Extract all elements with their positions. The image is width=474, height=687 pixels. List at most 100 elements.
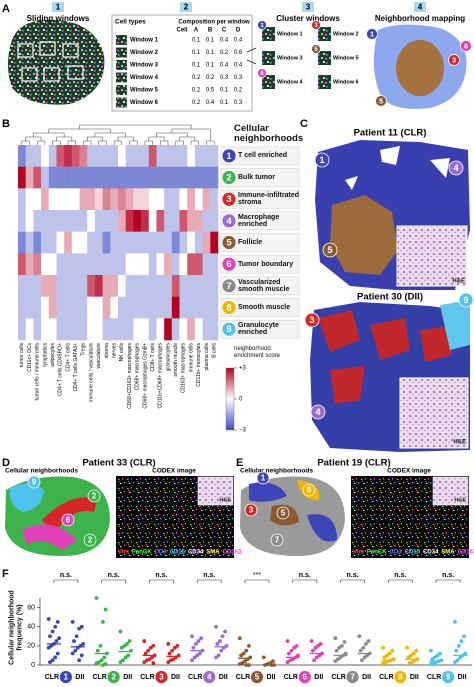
cluster-window: Window 1 xyxy=(277,31,303,37)
heatmap-cell xyxy=(194,253,203,276)
heatmap-cell xyxy=(18,188,26,211)
panel-letter: D xyxy=(2,457,10,469)
heatmap-cell xyxy=(110,231,119,254)
data-point xyxy=(148,645,153,650)
heatmap-cell xyxy=(202,253,211,276)
group-label: DII xyxy=(123,674,132,681)
data-point xyxy=(55,620,60,624)
marker-number: 9 xyxy=(32,478,37,487)
data-point xyxy=(122,643,127,648)
heatmap-cell xyxy=(210,145,219,167)
row-label: Follicle xyxy=(238,239,263,246)
data-point xyxy=(219,648,224,653)
data-point xyxy=(387,651,392,656)
neighborhood-marker xyxy=(27,475,41,489)
heatmap-cell xyxy=(187,253,196,276)
neighborhood-marker xyxy=(221,170,237,185)
marker-number: 6 xyxy=(464,41,468,50)
heatmap-cell xyxy=(141,210,150,232)
colorbar-label: neighborhood enrichment score xyxy=(234,346,281,359)
category-marker xyxy=(297,670,312,684)
row-number-box xyxy=(220,168,300,187)
marker-number: 1 xyxy=(261,474,266,483)
x-tick-label: 3 xyxy=(159,673,164,682)
codex-legend-entry: CD34 xyxy=(188,550,204,556)
marker-number: 3 xyxy=(314,23,318,29)
group-label: DII xyxy=(75,674,84,681)
neighborhood-marker xyxy=(61,513,75,527)
dendrogram xyxy=(179,136,196,141)
heatmap-cell xyxy=(171,253,180,276)
group-label: CLR xyxy=(140,674,154,681)
heatmap-cell xyxy=(33,231,42,254)
data-point xyxy=(175,643,180,648)
heatmap-cell xyxy=(71,253,80,276)
data-point xyxy=(166,642,171,646)
heatmap-cell xyxy=(41,275,50,297)
marker-number: 1 xyxy=(260,23,264,29)
marker-number: 5 xyxy=(379,96,383,105)
codex-legend-entry: CD15 xyxy=(170,550,186,556)
data-point xyxy=(385,653,389,658)
data-point xyxy=(103,607,108,612)
heatmap-cell xyxy=(56,188,65,211)
x-tick-label: granulocytes xyxy=(165,343,171,372)
heatmap-cell xyxy=(202,188,211,211)
colorbar-tick-label: 0 xyxy=(239,397,243,403)
heatmap-cell xyxy=(48,166,57,189)
x-tick-label: tumor cells xyxy=(19,343,25,368)
neighborhood-marker xyxy=(221,191,237,207)
x-tick-label: 2 xyxy=(111,673,116,682)
table-cell: 0.2 xyxy=(192,75,201,81)
group-label: CLR xyxy=(427,674,441,681)
heatmap-cell xyxy=(25,318,34,341)
heatmap-cell xyxy=(94,253,103,276)
heatmap-cell xyxy=(179,275,188,297)
step-box xyxy=(414,2,426,12)
dendrogram xyxy=(56,136,73,141)
significance-bracket xyxy=(101,579,126,583)
heatmap-cell xyxy=(164,166,173,189)
marker-number: 5 xyxy=(226,238,231,249)
data-point xyxy=(223,629,228,634)
row-number-box xyxy=(220,319,300,339)
neighborhood-marker xyxy=(221,213,237,229)
heatmap-cell xyxy=(187,231,196,254)
heatmap-cell xyxy=(171,275,180,297)
x-tick-label: CD163+ macrophages xyxy=(181,343,187,394)
heatmap-cell xyxy=(102,275,111,297)
heatmap-cell xyxy=(118,253,126,276)
heatmap-cell xyxy=(171,231,180,254)
colorbar-tick-label: −3 xyxy=(239,428,247,434)
heatmap-cell xyxy=(33,253,42,276)
codex-legend-entry: PanCK xyxy=(367,550,387,556)
heatmap-cell xyxy=(125,145,134,167)
data-point xyxy=(360,658,364,663)
heatmap-cell xyxy=(194,296,203,319)
row-number-box xyxy=(220,276,300,296)
table-cell: 0.5 xyxy=(206,88,215,94)
data-point xyxy=(237,636,242,641)
data-point xyxy=(361,645,366,650)
data-point xyxy=(365,653,370,658)
heatmap-cell xyxy=(141,231,150,254)
codex-legend-entry: CD3 xyxy=(155,550,168,556)
row-label: Macrophage enriched xyxy=(238,213,280,228)
data-point xyxy=(343,651,348,656)
heatmap-cell xyxy=(64,210,73,232)
row-number-box xyxy=(220,189,300,209)
table-cell: 0.4 xyxy=(234,38,243,44)
table-cell: 0.1 xyxy=(206,63,215,69)
heatmap-cell xyxy=(118,188,126,211)
marker-number: 1 xyxy=(319,155,324,166)
heatmap-cell xyxy=(102,253,111,276)
heatmap-cell xyxy=(64,188,73,211)
significance-bracket xyxy=(149,579,174,583)
heatmap-cell xyxy=(48,296,57,319)
heatmap-cell xyxy=(79,145,88,167)
data-point xyxy=(381,661,386,665)
marker-number: 4 xyxy=(453,163,459,174)
data-point xyxy=(454,648,459,653)
dendrogram xyxy=(36,140,46,145)
data-point xyxy=(429,648,433,653)
